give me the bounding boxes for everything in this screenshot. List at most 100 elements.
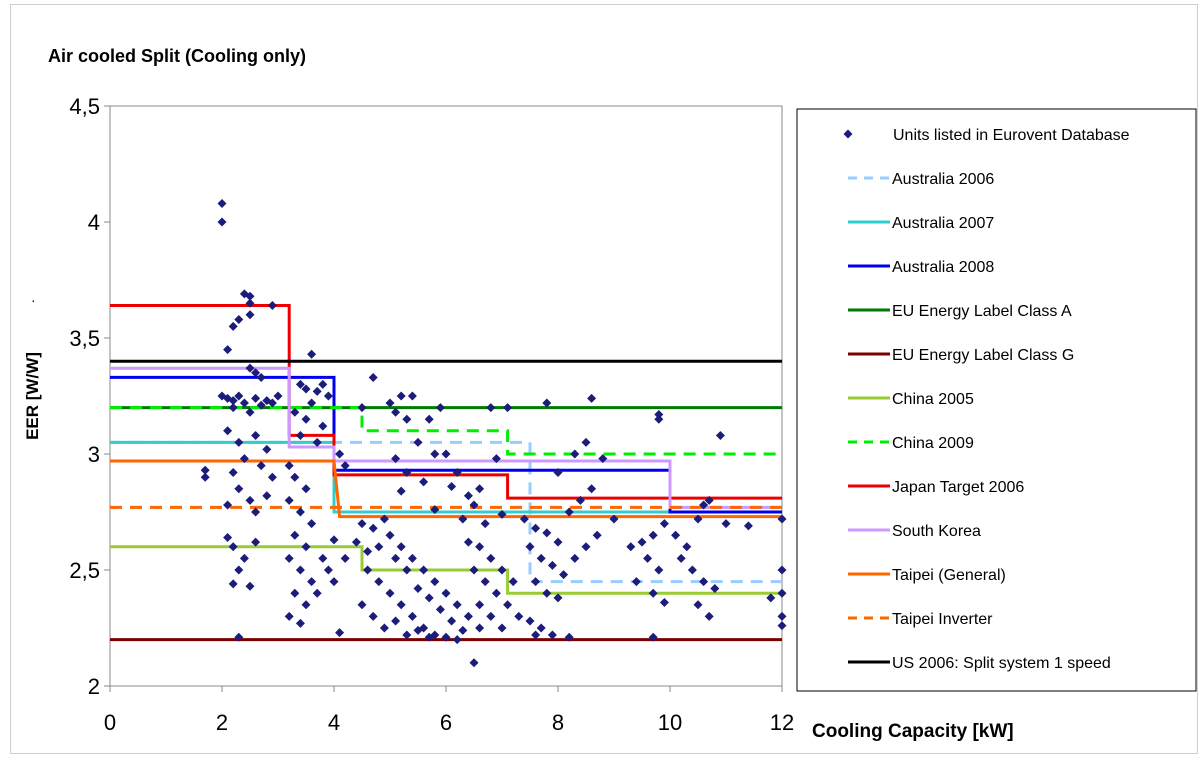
data-point <box>239 553 249 563</box>
data-point <box>699 500 709 510</box>
data-point <box>262 491 272 501</box>
data-point <box>307 519 317 529</box>
series-lines <box>110 304 782 642</box>
data-point <box>402 468 412 478</box>
data-point <box>553 537 563 547</box>
x-tick-label: 8 <box>552 710 564 735</box>
data-point <box>721 519 731 529</box>
data-point <box>379 514 389 524</box>
series-line-australia-2007 <box>110 440 782 514</box>
data-point <box>435 403 445 413</box>
data-point <box>301 384 311 394</box>
y-tick-label: 2 <box>88 674 100 699</box>
x-tick-label: 2 <box>216 710 228 735</box>
data-point <box>480 519 490 529</box>
legend-label: South Korea <box>892 523 981 540</box>
data-point <box>329 577 339 587</box>
data-point <box>766 593 776 603</box>
data-point <box>710 584 720 594</box>
data-point <box>290 407 300 417</box>
data-point <box>245 298 255 308</box>
data-point <box>542 588 552 598</box>
x-tick-label: 6 <box>440 710 452 735</box>
data-point <box>228 403 238 413</box>
data-point <box>385 588 395 598</box>
data-point <box>508 577 518 587</box>
data-point <box>564 507 574 517</box>
data-point <box>447 616 457 626</box>
data-point <box>626 542 636 552</box>
x-axis: 0 2 4 6 8 10 12 <box>104 686 794 735</box>
data-point <box>547 630 557 640</box>
data-point <box>693 514 703 524</box>
data-point <box>463 491 473 501</box>
x-axis-label: Cooling Capacity [kW] <box>812 721 1014 742</box>
x-tick-label: 4 <box>328 710 340 735</box>
data-point <box>531 523 541 533</box>
data-point <box>704 611 714 621</box>
data-point <box>234 391 244 401</box>
data-point <box>486 611 496 621</box>
data-point <box>357 600 367 610</box>
data-point <box>374 542 384 552</box>
data-point <box>648 530 658 540</box>
data-point <box>223 345 233 355</box>
data-point <box>777 611 787 621</box>
data-point <box>648 632 658 642</box>
data-point <box>777 588 787 598</box>
data-point <box>424 593 434 603</box>
data-point <box>659 597 669 607</box>
data-point <box>430 505 440 515</box>
data-point <box>256 400 266 410</box>
y-axis: 2 2,5 3 3,5 4 4,5 <box>69 94 110 699</box>
data-point <box>475 484 485 494</box>
data-point <box>570 553 580 563</box>
legend-label: Australia 2008 <box>892 259 994 276</box>
legend-label: China 2009 <box>892 435 974 452</box>
data-point <box>592 530 602 540</box>
data-point <box>374 577 384 587</box>
data-point <box>245 407 255 417</box>
plot-frame <box>109 105 783 687</box>
data-point <box>463 537 473 547</box>
data-point <box>295 507 305 517</box>
data-point <box>564 632 574 642</box>
x-tick-label: 10 <box>658 710 682 735</box>
data-point <box>643 553 653 563</box>
data-point <box>486 553 496 563</box>
data-point <box>676 553 686 563</box>
data-point <box>682 542 692 552</box>
data-point <box>290 472 300 482</box>
data-point <box>441 588 451 598</box>
data-point <box>497 509 507 519</box>
data-point <box>581 542 591 552</box>
data-point <box>715 430 725 440</box>
data-point <box>223 426 233 436</box>
data-point <box>228 321 238 331</box>
data-point <box>402 565 412 575</box>
data-point <box>284 611 294 621</box>
data-point <box>402 630 412 640</box>
data-point <box>357 519 367 529</box>
y-axis-dot: · <box>31 292 36 308</box>
data-point <box>267 301 277 311</box>
data-point <box>407 553 417 563</box>
legend-label: EU Energy Label Class G <box>892 347 1074 364</box>
data-point <box>267 398 277 408</box>
legend-label: China 2005 <box>892 391 974 408</box>
data-point <box>503 600 513 610</box>
data-point <box>497 565 507 575</box>
data-point <box>307 349 317 359</box>
data-point <box>542 398 552 408</box>
data-point <box>295 565 305 575</box>
data-point <box>200 465 210 475</box>
data-point <box>318 421 328 431</box>
legend-label: Japan Target 2006 <box>892 479 1024 496</box>
data-point <box>290 530 300 540</box>
data-point <box>407 611 417 621</box>
data-point <box>318 553 328 563</box>
data-point <box>284 495 294 505</box>
data-point <box>648 588 658 598</box>
data-point <box>553 468 563 478</box>
y-tick-label: 3,5 <box>69 326 100 351</box>
